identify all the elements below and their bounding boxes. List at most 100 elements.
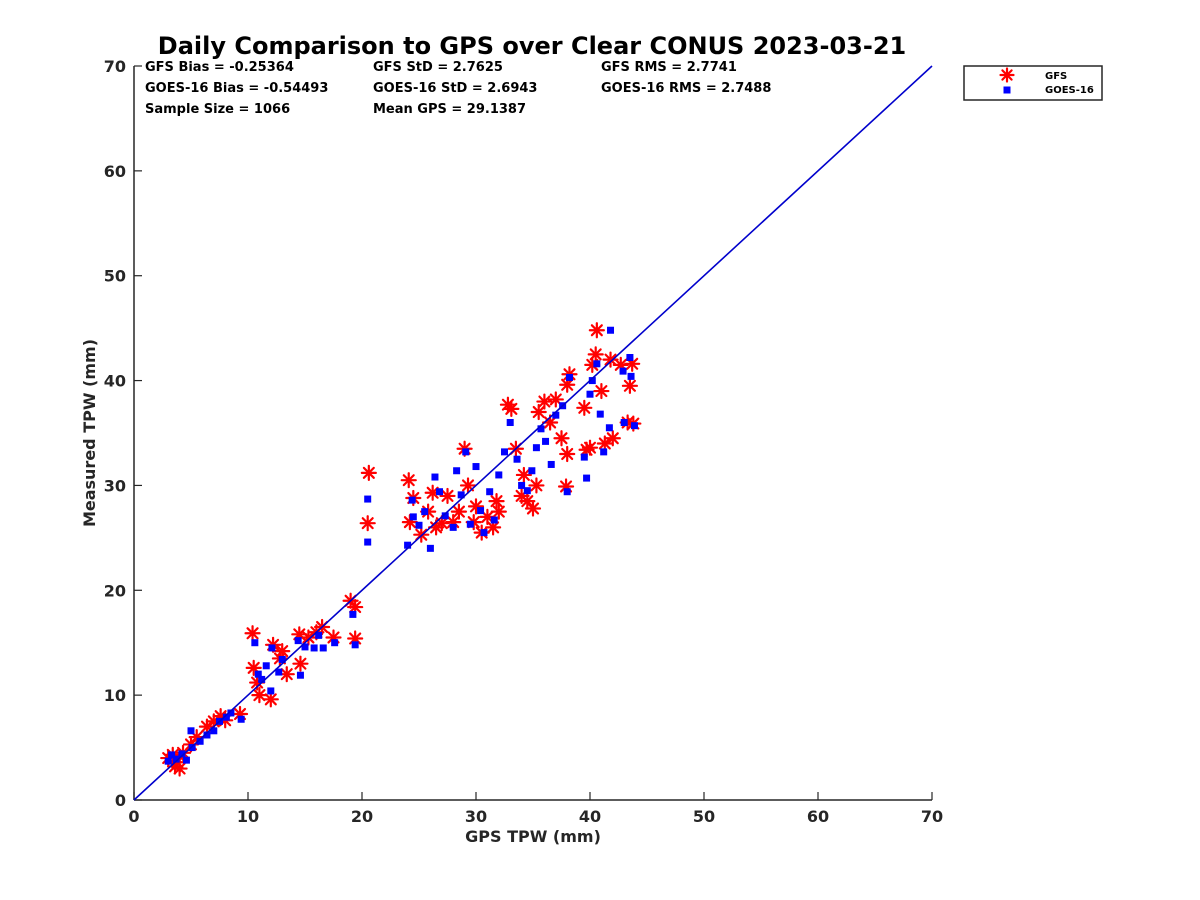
goes-point	[275, 668, 283, 676]
x-tick-label: 60	[807, 807, 829, 826]
goes-point	[619, 367, 627, 375]
stat-goes-std: GOES-16 StD = 2.6943	[373, 81, 537, 96]
gfs-point	[262, 691, 279, 708]
goes-point	[441, 512, 449, 520]
goes-point	[607, 326, 615, 334]
gfs-point	[503, 400, 520, 417]
gfs-point	[251, 687, 268, 704]
goes-point	[262, 662, 270, 670]
one-to-one-line	[133, 65, 933, 801]
goes-point	[580, 453, 588, 461]
gfs-point	[593, 382, 610, 400]
gfs-point	[559, 445, 576, 463]
gfs-point	[621, 377, 639, 394]
goes-point	[258, 675, 266, 683]
goes-point	[518, 481, 526, 489]
goes-point	[408, 496, 416, 504]
stat-goes-rms: GOES-16 RMS = 2.7488	[601, 81, 771, 96]
goes-point	[627, 372, 635, 380]
goes-point	[351, 641, 359, 649]
gfs-point	[459, 477, 477, 494]
goes-point	[586, 390, 594, 398]
gfs-point	[524, 500, 542, 517]
goes-point	[501, 448, 508, 456]
goes-point	[172, 755, 180, 763]
legend-gfs-asterisk	[999, 67, 1015, 83]
legend-goes-marker	[1003, 86, 1011, 94]
x-tick-label: 0	[128, 807, 139, 826]
axes	[133, 66, 932, 801]
goes-point	[227, 709, 235, 717]
gfs-point	[244, 625, 261, 642]
legend-goes-square	[1003, 86, 1011, 94]
goes-point	[596, 410, 604, 418]
gfs-point	[490, 503, 507, 520]
goes-point	[552, 411, 560, 419]
goes-point	[203, 731, 211, 739]
gfs-point	[450, 503, 467, 520]
stat-sample-size: Sample Size = 1066	[145, 102, 290, 117]
goes-point	[364, 538, 372, 546]
goes-point	[254, 670, 262, 678]
goes-point	[436, 488, 444, 496]
legend: GFS GOES-16	[963, 65, 1103, 101]
y-tick-label: 40	[104, 372, 126, 391]
y-tick-label: 10	[104, 686, 126, 705]
goes-point	[409, 513, 417, 521]
goes-point	[168, 751, 176, 759]
goes-point	[477, 507, 485, 515]
gfs-point	[596, 435, 613, 452]
goes-point	[426, 544, 434, 552]
goes-point	[178, 750, 186, 758]
y-tick-label: 60	[104, 162, 126, 181]
gfs-point	[587, 346, 604, 363]
gfs-point	[439, 487, 456, 505]
goes-point	[319, 644, 327, 652]
goes-point	[349, 610, 357, 618]
goes-point	[528, 467, 536, 475]
x-tick-label: 70	[921, 807, 943, 826]
y-tick-label: 0	[115, 791, 126, 810]
y-tick-label: 20	[104, 581, 126, 600]
gfs-point	[515, 466, 532, 484]
stat-goes-bias: GOES-16 Bias = -0.54493	[145, 81, 328, 96]
goes-point	[415, 521, 423, 529]
gfs-point	[400, 472, 417, 489]
goes-point	[210, 727, 218, 735]
goes-point	[421, 508, 429, 516]
legend-gfs-marker	[999, 67, 1015, 83]
goes-point	[588, 377, 596, 385]
goes-point	[294, 637, 302, 645]
legend-gfs-label: GFS	[1045, 71, 1067, 82]
goes-point	[301, 643, 309, 651]
goes-point	[267, 687, 275, 695]
goes-point	[466, 520, 474, 528]
goes-point	[486, 488, 494, 496]
goes-point	[453, 467, 461, 475]
goes-point	[523, 487, 531, 495]
y-axis-label: Measured TPW (mm)	[80, 339, 99, 527]
gfs-point	[576, 399, 593, 416]
gfs-point	[467, 498, 485, 515]
goes-point	[449, 523, 457, 531]
gfs-point	[547, 391, 564, 408]
gfs-point	[553, 430, 570, 447]
goes-point	[404, 541, 412, 549]
goes-point	[495, 471, 503, 479]
x-axis-label: GPS TPW (mm)	[465, 827, 601, 846]
gfs-point	[528, 477, 545, 494]
goes-point	[605, 424, 613, 432]
gfs-point	[581, 439, 599, 456]
goes-point	[222, 713, 230, 721]
goes-point	[187, 727, 195, 735]
goes-point	[542, 437, 550, 445]
goes-point	[630, 422, 638, 430]
goes-point	[600, 448, 608, 456]
x-tick-label: 40	[579, 807, 601, 826]
stat-mean-gps: Mean GPS = 29.1387	[373, 102, 526, 117]
x-tick-label: 30	[465, 807, 487, 826]
goes-point	[513, 455, 521, 463]
goes-point	[331, 639, 339, 647]
goes-point	[593, 360, 601, 368]
